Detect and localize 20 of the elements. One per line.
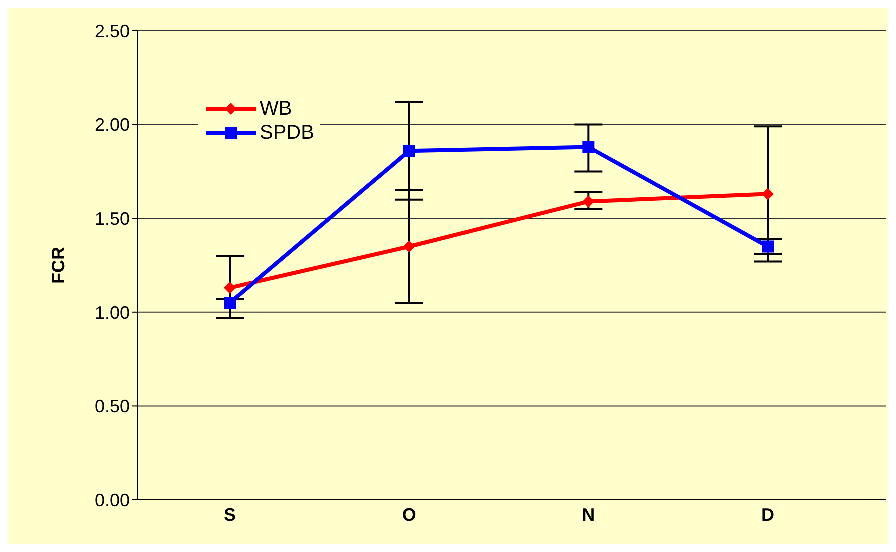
- x-tick-label: S: [224, 504, 236, 525]
- point: [403, 240, 416, 253]
- y-tick-label: 0.50: [94, 396, 130, 417]
- point: [762, 240, 774, 253]
- point: [224, 297, 236, 310]
- point: [762, 188, 774, 200]
- x-tick-label: O: [402, 504, 416, 525]
- y-tick-label: 2.00: [94, 115, 130, 136]
- legend-label: SPDB: [260, 122, 314, 144]
- legend-label: WB: [260, 98, 292, 120]
- point: [582, 141, 595, 154]
- x-tick-label: N: [582, 504, 596, 525]
- y-tick-label: 0.00: [94, 490, 130, 510]
- y-axis-title: FCR: [48, 247, 68, 284]
- y-tick-label: 2.50: [94, 21, 130, 42]
- y-tick-label: 1.00: [94, 302, 130, 323]
- y-tick-label: 1.50: [94, 208, 130, 229]
- point: [403, 145, 416, 158]
- point: [224, 282, 236, 294]
- x-tick-label: D: [762, 504, 774, 525]
